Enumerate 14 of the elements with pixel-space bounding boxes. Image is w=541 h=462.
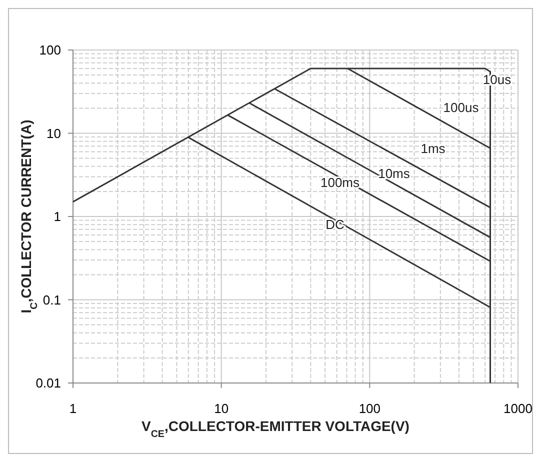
y-tick-label: 10 xyxy=(46,126,61,141)
x-tick-label: 100 xyxy=(358,401,381,416)
series-label: DC xyxy=(326,217,344,232)
y-tick-label: 1 xyxy=(54,209,61,224)
y-tick-label: 0.1 xyxy=(42,292,61,308)
y-tick-label: 0.01 xyxy=(36,376,61,390)
series-label: 100us xyxy=(443,100,480,115)
x-tick-label: 10 xyxy=(214,401,229,416)
x-tick-label: 1 xyxy=(69,401,77,416)
series-label: 1ms xyxy=(420,141,446,156)
series-label: 10ms xyxy=(378,166,410,181)
x-axis-title: V$_{CE}$,COLLECTOR-EMITTER VOLTAGE(V) xyxy=(142,418,410,440)
y-tick-label: 100 xyxy=(39,42,61,58)
x-tick-label: 1000 xyxy=(504,401,532,416)
